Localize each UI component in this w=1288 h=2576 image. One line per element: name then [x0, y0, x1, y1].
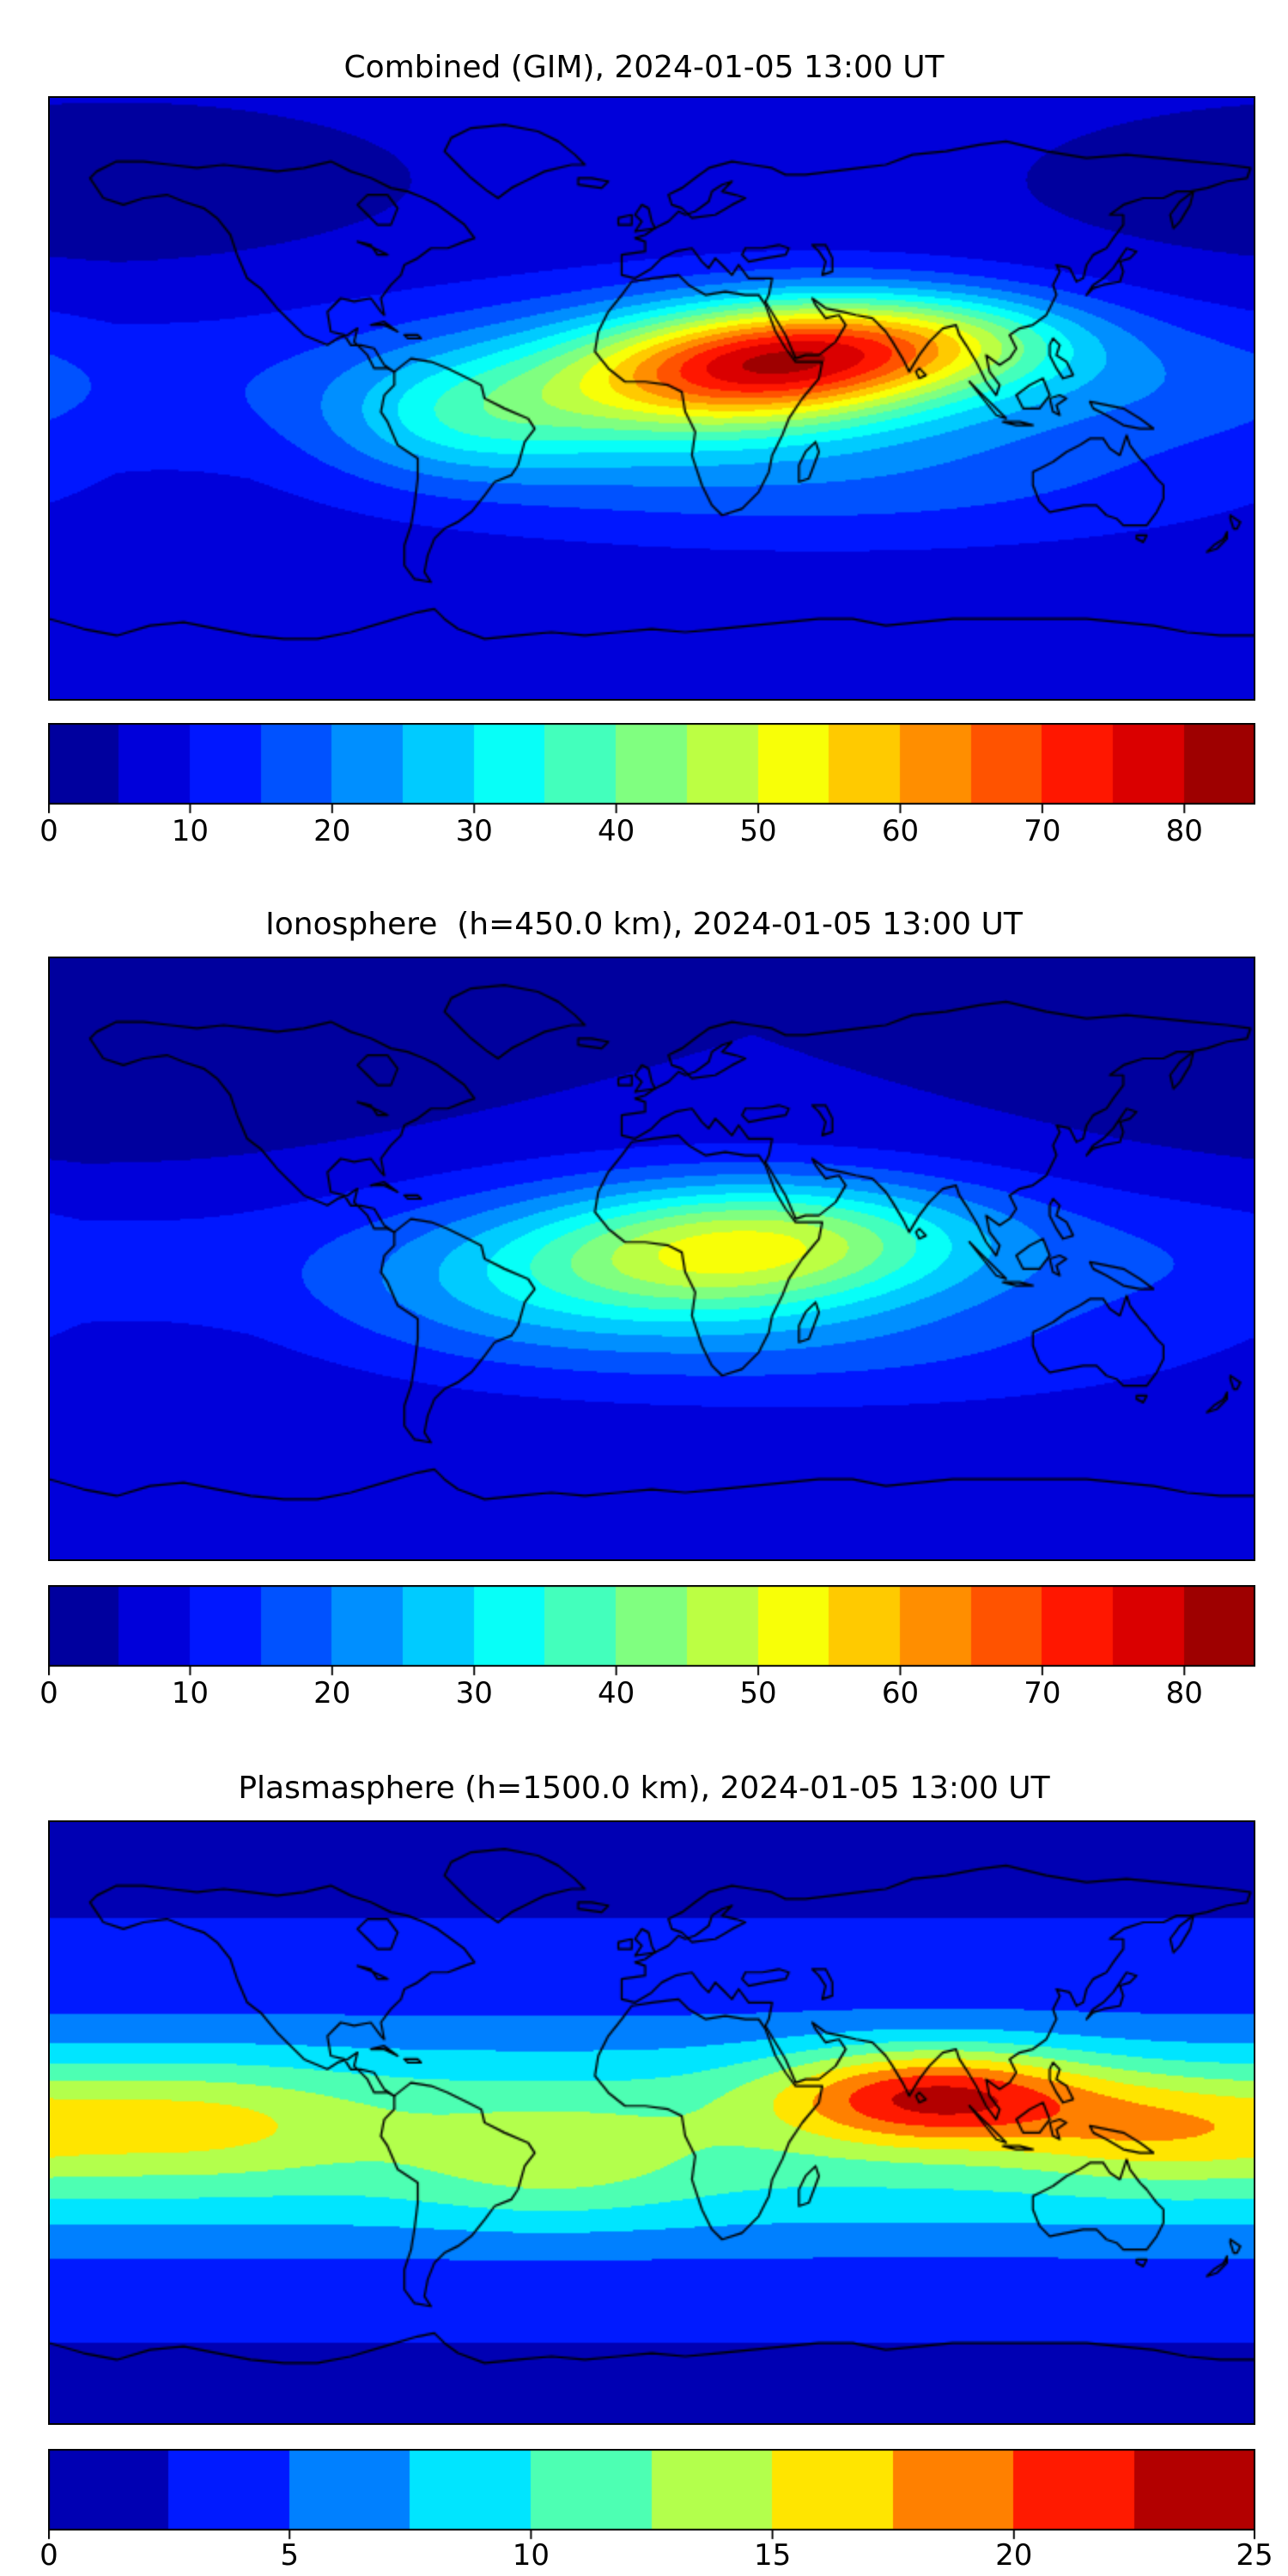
panel-1-colorbar: [48, 723, 1255, 816]
colorbar-tick-label: 20: [313, 1676, 351, 1710]
colorbar-tick-label: 40: [598, 814, 635, 848]
panel-2-colorbar: [48, 1585, 1255, 1678]
colorbar-tick-label: 15: [753, 2538, 792, 2573]
colorbar-tick-label: 60: [881, 1676, 920, 1710]
world-tec-map-canvas-plasmasphere: [50, 1822, 1254, 2423]
panel-1-colorbar-tick-labels: 0 10 20 30 40 50 60 70 80: [39, 814, 1255, 852]
colorbar-tick-label: 80: [1165, 1676, 1203, 1710]
panel-3-colorbar-tick-labels: 0 5 10 15 20 25: [39, 2538, 1273, 2576]
colorbar-canvas-ionosphere: [48, 1585, 1255, 1678]
world-tec-map-canvas-combined: [50, 98, 1254, 699]
colorbar-tick-label: 10: [512, 2538, 550, 2573]
colorbar-tick-label: 50: [739, 814, 777, 848]
colorbar-tick-label: 70: [1024, 814, 1061, 848]
colorbar-tick-label: 10: [171, 1676, 210, 1710]
colorbar-tick-label: 25: [1236, 2538, 1273, 2573]
panel-3-colorbar: [48, 2449, 1255, 2542]
colorbar-tick-label: 50: [739, 1676, 777, 1710]
colorbar-canvas-combined: [48, 723, 1255, 816]
panel-2-title: Ionosphere (h=450.0 km), 2024-01-05 13:0…: [265, 907, 1023, 942]
colorbar-tick-label: 0: [39, 814, 58, 848]
colorbar-tick-label: 0: [39, 1676, 58, 1710]
panel-3-title: Plasmasphere (h=1500.0 km), 2024-01-05 1…: [238, 1771, 1050, 1806]
colorbar-tick-label: 30: [455, 1676, 493, 1710]
panel-2-map: [48, 957, 1255, 1561]
panel-3-map: [48, 1820, 1255, 2425]
world-tec-map-canvas-ionosphere: [50, 958, 1254, 1559]
panel-1-title: Combined (GIM), 2024-01-05 13:00 UT: [343, 50, 945, 85]
colorbar-tick-label: 30: [455, 814, 493, 848]
colorbar-tick-label: 20: [995, 2538, 1033, 2573]
colorbar-tick-label: 60: [881, 814, 920, 848]
panel-1-map: [48, 96, 1255, 701]
colorbar-tick-label: 40: [598, 1676, 635, 1710]
colorbar-tick-label: 5: [280, 2538, 300, 2573]
colorbar-tick-label: 70: [1024, 1676, 1061, 1710]
colorbar-tick-label: 10: [171, 814, 210, 848]
colorbar-tick-label: 80: [1165, 814, 1203, 848]
colorbar-canvas-plasmasphere: [48, 2449, 1255, 2542]
colorbar-tick-label: 0: [39, 2538, 58, 2573]
panel-2-colorbar-tick-labels: 0 10 20 30 40 50 60 70 80: [39, 1676, 1255, 1714]
colorbar-tick-label: 20: [313, 814, 351, 848]
